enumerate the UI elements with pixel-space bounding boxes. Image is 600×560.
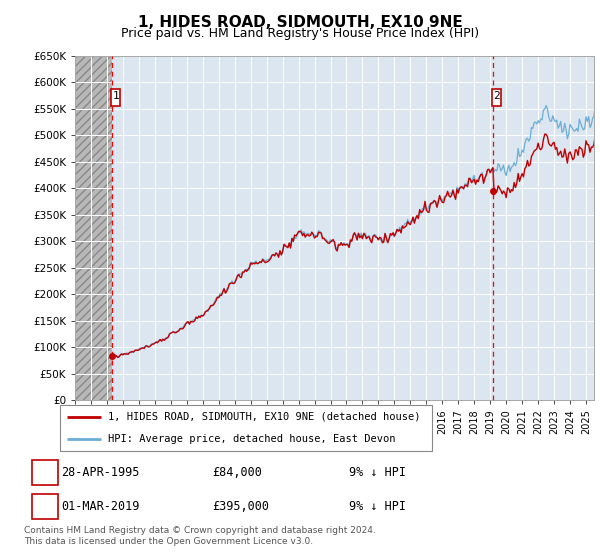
Text: 1, HIDES ROAD, SIDMOUTH, EX10 9NE (detached house): 1, HIDES ROAD, SIDMOUTH, EX10 9NE (detac… xyxy=(109,412,421,422)
FancyBboxPatch shape xyxy=(492,89,501,106)
FancyBboxPatch shape xyxy=(32,494,58,519)
Text: 1: 1 xyxy=(112,91,119,101)
Text: £84,000: £84,000 xyxy=(212,466,262,479)
Text: Contains HM Land Registry data © Crown copyright and database right 2024.
This d: Contains HM Land Registry data © Crown c… xyxy=(24,526,376,546)
Text: 01-MAR-2019: 01-MAR-2019 xyxy=(61,500,139,513)
Text: 9% ↓ HPI: 9% ↓ HPI xyxy=(349,466,406,479)
Text: 1, HIDES ROAD, SIDMOUTH, EX10 9NE: 1, HIDES ROAD, SIDMOUTH, EX10 9NE xyxy=(137,15,463,30)
Text: 2: 2 xyxy=(41,500,49,513)
FancyBboxPatch shape xyxy=(32,460,58,484)
FancyBboxPatch shape xyxy=(60,405,432,451)
Text: HPI: Average price, detached house, East Devon: HPI: Average price, detached house, East… xyxy=(109,434,396,444)
Text: 2: 2 xyxy=(493,91,500,101)
Text: £395,000: £395,000 xyxy=(212,500,269,513)
FancyBboxPatch shape xyxy=(111,89,120,106)
Text: 1: 1 xyxy=(41,466,49,479)
Bar xyxy=(75,56,112,400)
Text: 9% ↓ HPI: 9% ↓ HPI xyxy=(349,500,406,513)
Text: 28-APR-1995: 28-APR-1995 xyxy=(61,466,139,479)
Text: Price paid vs. HM Land Registry's House Price Index (HPI): Price paid vs. HM Land Registry's House … xyxy=(121,27,479,40)
